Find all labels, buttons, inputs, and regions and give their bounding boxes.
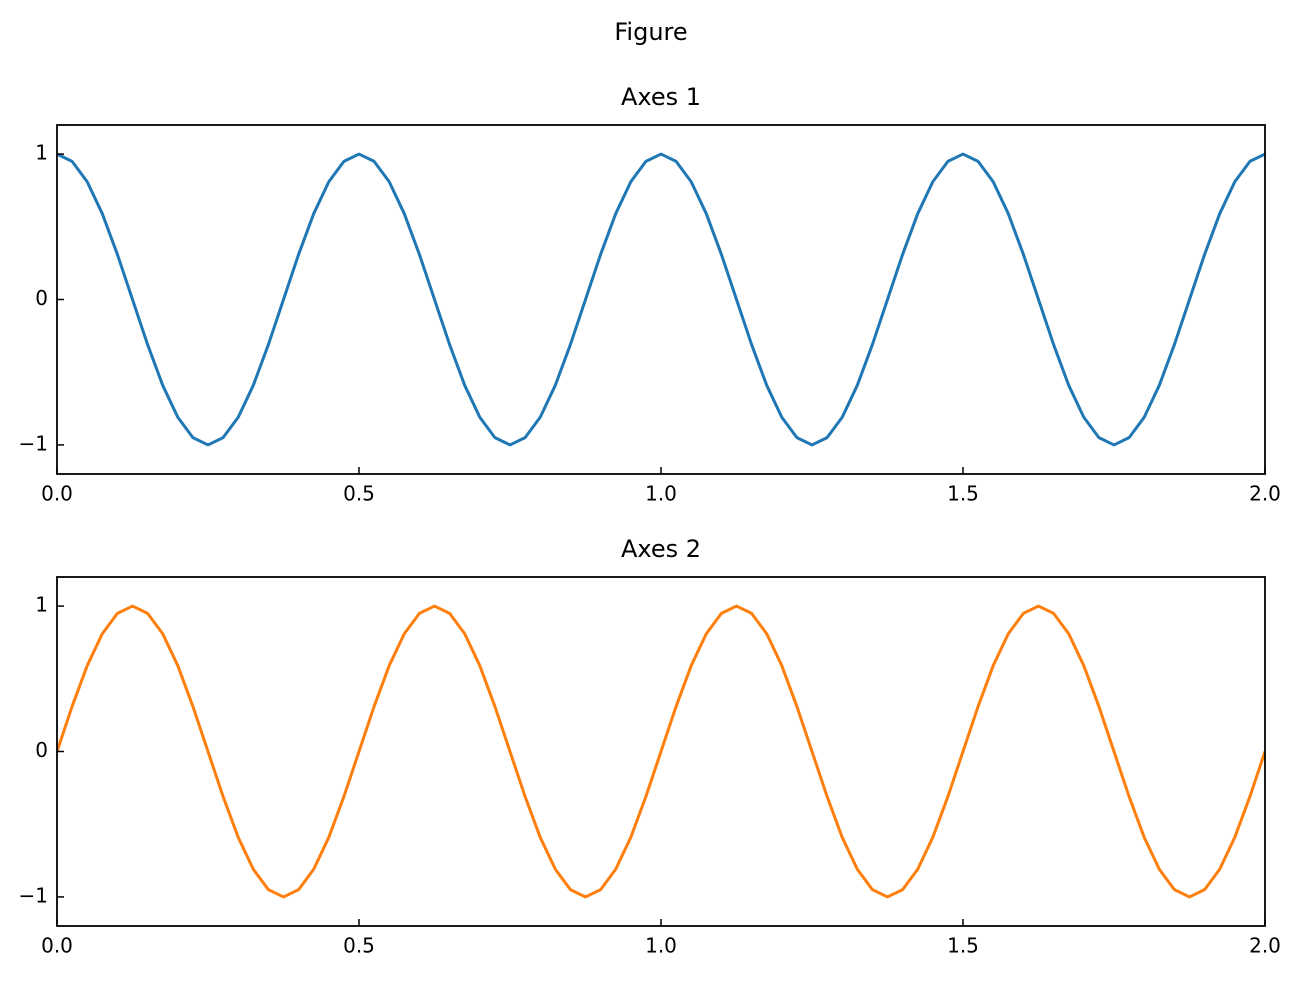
x-tick-label: 0.0 xyxy=(41,482,73,506)
line-series xyxy=(57,152,1265,447)
x-tick-label: 0.0 xyxy=(41,934,73,958)
line-series xyxy=(57,604,1265,899)
x-tick-label: 1.5 xyxy=(947,482,979,506)
x-tick-label: 1.0 xyxy=(645,934,677,958)
y-tick-label: 1 xyxy=(35,593,48,617)
axes-frame xyxy=(56,124,1266,475)
x-tick-label: 0.5 xyxy=(343,934,375,958)
y-tick-label: −1 xyxy=(19,431,48,455)
axes-frame xyxy=(56,576,1266,927)
x-tick-label: 0.5 xyxy=(343,482,375,506)
x-tick-label: 1.5 xyxy=(947,934,979,958)
x-tick-label: 2.0 xyxy=(1249,934,1281,958)
y-tick-label: −1 xyxy=(19,883,48,907)
y-tick-label: 0 xyxy=(35,738,48,762)
figure-title: Figure xyxy=(614,18,687,46)
x-tick-label: 1.0 xyxy=(645,482,677,506)
axes-title: Axes 1 xyxy=(621,83,701,111)
axes-title: Axes 2 xyxy=(621,535,701,563)
y-tick-label: 0 xyxy=(35,286,48,310)
x-tick-label: 2.0 xyxy=(1249,482,1281,506)
y-tick-label: 1 xyxy=(35,141,48,165)
